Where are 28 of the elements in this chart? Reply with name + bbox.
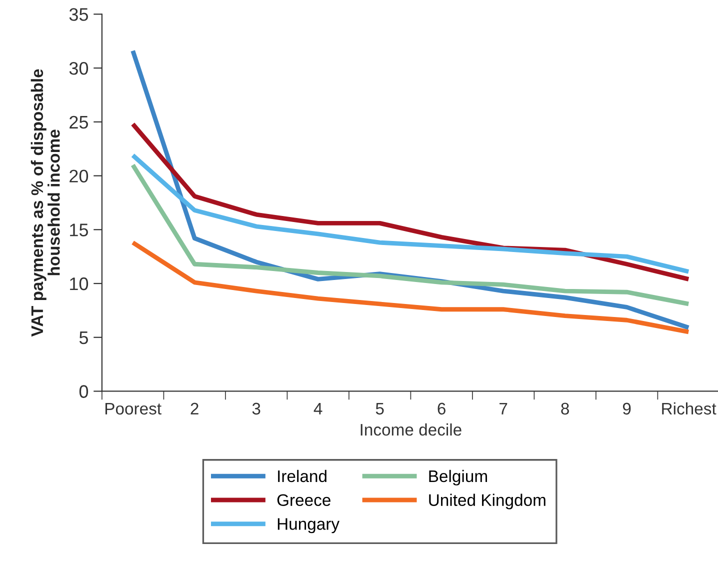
y-tick-label: 15: [70, 224, 88, 236]
legend-label: Ireland: [278, 470, 326, 482]
x-tick-label: 5: [376, 402, 384, 415]
legend-label: United Kingdom: [429, 494, 546, 510]
y-tick-label: 25: [70, 116, 88, 129]
x-tick-label: Richest: [662, 402, 716, 415]
y-tick-label: 10: [70, 277, 88, 290]
legend-label: Greece: [277, 494, 330, 506]
x-tick-label: 7: [500, 402, 508, 414]
line-series: [130, 162, 691, 306]
line-series: [130, 153, 691, 274]
line-series: [130, 240, 691, 334]
x-tick-label: 8: [561, 402, 569, 415]
x-tick-label: 4: [314, 402, 322, 414]
y-tick-label: 30: [69, 62, 88, 75]
x-axis-title: Income decile: [360, 423, 462, 436]
legend-label: Hungary: [278, 518, 340, 534]
y-tick-label: 35: [69, 8, 88, 21]
x-tick-label: 9: [622, 402, 631, 415]
y-tick-label: 20: [70, 170, 88, 182]
y-tick-label: 0: [79, 385, 88, 398]
x-tick-label: 3: [252, 402, 260, 415]
x-tick-label: 6: [438, 402, 446, 415]
legend-label: Belgium: [429, 470, 487, 486]
x-tick-label: 2: [190, 402, 198, 414]
y-tick-label: 5: [79, 331, 88, 344]
y-axis-title: VAT payments as % of disposable household income: [30, 69, 60, 337]
x-tick-label: Poorest: [105, 402, 162, 415]
